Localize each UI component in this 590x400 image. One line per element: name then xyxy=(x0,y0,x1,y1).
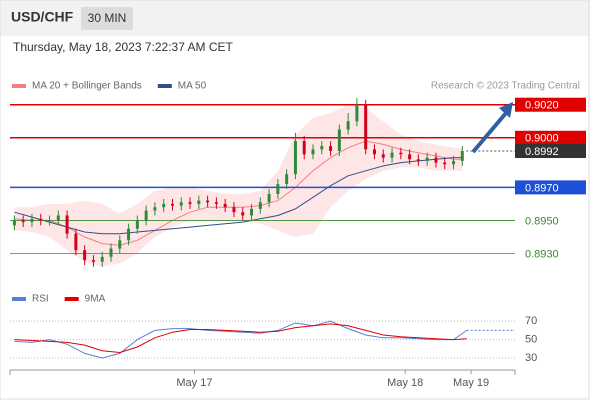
candle-body xyxy=(355,104,359,122)
candle-body xyxy=(118,240,122,249)
candle-body xyxy=(170,203,174,206)
candle-body xyxy=(214,202,218,204)
candle-body xyxy=(337,129,341,152)
candle-body xyxy=(188,202,192,204)
current-price-box xyxy=(515,144,586,159)
candle-body xyxy=(197,200,201,204)
ma-line xyxy=(14,140,463,246)
candle-body xyxy=(74,233,78,251)
candle-body xyxy=(311,149,315,155)
level-label: 0.8970 xyxy=(525,182,559,194)
candle-body xyxy=(293,141,297,175)
candle-body xyxy=(329,146,333,152)
legend-swatch xyxy=(64,297,79,301)
level-label: 0.9020 xyxy=(525,100,559,112)
candle-body xyxy=(135,220,139,229)
candle-body xyxy=(83,250,87,261)
candle-body xyxy=(443,162,447,165)
candle-body xyxy=(179,202,183,206)
y-tick-label: 50 xyxy=(525,334,537,346)
candle-body xyxy=(399,152,403,155)
indicator-line xyxy=(14,323,467,354)
legend-label: 9MA xyxy=(85,294,106,305)
x-tick-label: May 19 xyxy=(453,377,489,389)
y-tick-label: 30 xyxy=(525,352,537,364)
bollinger-band xyxy=(14,104,463,267)
current-price-label: 0.8992 xyxy=(525,146,559,158)
candle-body xyxy=(320,146,324,150)
candle-body xyxy=(206,200,210,203)
candle-body xyxy=(232,207,236,213)
level-label: 0.9000 xyxy=(525,133,559,145)
candle-body xyxy=(460,151,464,161)
legend-label: MA 20 + Bollinger Bands xyxy=(32,81,142,92)
candle-body xyxy=(364,104,368,150)
y-tick-label: 70 xyxy=(525,315,537,327)
candle-body xyxy=(452,160,456,165)
level-label: 0.8930 xyxy=(525,248,559,260)
candle-body xyxy=(30,218,34,223)
candle-body xyxy=(21,220,25,223)
candle-body xyxy=(223,203,227,208)
level-box xyxy=(515,97,586,112)
candle-body xyxy=(416,159,420,161)
level-label: 0.8950 xyxy=(525,215,559,227)
x-tick-label: May 17 xyxy=(176,377,212,389)
ma-line xyxy=(14,157,463,235)
candle-body xyxy=(346,121,350,130)
candle-body xyxy=(127,228,131,241)
candle-body xyxy=(434,157,438,163)
candle-body xyxy=(144,210,148,221)
candle-body xyxy=(109,248,113,257)
candle-body xyxy=(408,154,412,160)
candle-body xyxy=(390,152,394,158)
candle-body xyxy=(381,154,385,158)
interval: 30 MIN xyxy=(88,11,127,25)
candle-body xyxy=(302,141,306,155)
candle-body xyxy=(12,220,16,226)
trend-arrow-head xyxy=(499,102,513,118)
legend-label: RSI xyxy=(32,294,49,305)
legend-label: MA 50 xyxy=(178,81,207,92)
candle-body xyxy=(162,203,166,208)
candle-body xyxy=(241,212,245,216)
candle-body xyxy=(267,193,271,203)
trend-arrow xyxy=(471,111,508,154)
credit: Research © 2023 Trading Central xyxy=(431,81,580,92)
legend-swatch xyxy=(12,297,26,301)
candle-body xyxy=(56,215,60,221)
legend-swatch xyxy=(157,84,172,88)
candle-body xyxy=(153,207,157,211)
legend-swatch xyxy=(12,84,26,88)
level-box xyxy=(515,180,586,195)
timestamp: Thursday, May 18, 2023 7:22:37 AM CET xyxy=(13,40,234,54)
candle-body xyxy=(258,202,262,209)
candle-body xyxy=(250,208,254,216)
candle-body xyxy=(48,220,52,222)
candle-body xyxy=(91,260,95,262)
candle-body xyxy=(285,174,289,185)
candle-body xyxy=(372,149,376,155)
candle-body xyxy=(39,218,43,221)
symbol: USD/CHF xyxy=(11,9,74,25)
indicator-line xyxy=(14,320,467,359)
interval-badge xyxy=(81,7,133,30)
candle-body xyxy=(425,157,429,161)
candle-body xyxy=(65,215,69,234)
level-box xyxy=(515,130,586,145)
x-tick-label: May 18 xyxy=(387,377,423,389)
candle-body xyxy=(100,256,104,262)
candle-body xyxy=(276,184,280,194)
